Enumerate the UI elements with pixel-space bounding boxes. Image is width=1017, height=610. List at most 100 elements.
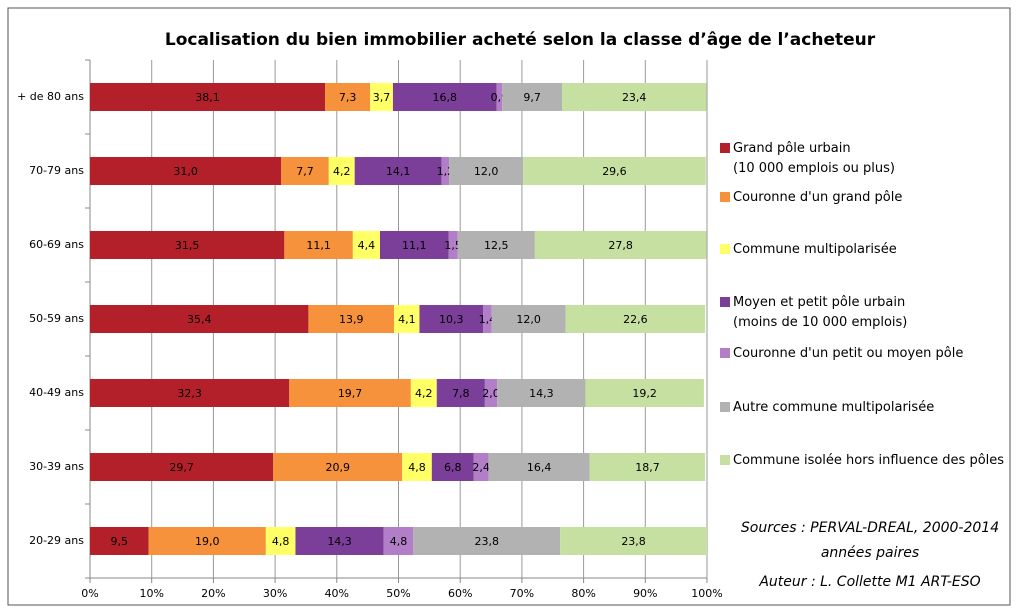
bar-segment <box>562 83 707 111</box>
annotation: années paires <box>821 545 919 561</box>
data-label: 2,0 <box>482 387 500 400</box>
bar-segment <box>534 231 707 259</box>
bar-segment <box>90 305 309 333</box>
y-tick-label: + de 80 ans <box>17 90 84 103</box>
bar-segment <box>281 157 329 185</box>
data-label: 19,0 <box>195 535 220 548</box>
data-label: 29,7 <box>169 461 194 474</box>
bar-segment <box>265 527 296 555</box>
bar-segment <box>328 157 355 185</box>
bar-segment <box>560 527 707 555</box>
data-label: 12,5 <box>484 239 509 252</box>
data-label: 10,3 <box>439 313 464 326</box>
bar-segment <box>90 157 282 185</box>
bar-segment <box>410 379 437 407</box>
bar-segment <box>488 453 590 481</box>
data-label: 4,4 <box>358 239 376 252</box>
bar-segment <box>483 305 492 333</box>
legend-swatch <box>720 455 730 465</box>
x-tick-label: 30% <box>263 587 287 600</box>
data-label: 2,4 <box>472 461 490 474</box>
legend-swatch <box>720 348 730 358</box>
x-tick-label: 90% <box>633 587 657 600</box>
legend-swatch <box>720 143 730 153</box>
bar-segment <box>523 157 706 185</box>
data-label: 22,6 <box>623 313 648 326</box>
legend-label: Commune multipolarisée <box>733 242 897 257</box>
bar-segment <box>273 453 403 481</box>
bar-segment <box>589 453 706 481</box>
bar-segment <box>491 305 566 333</box>
x-tick-label: 80% <box>571 587 595 600</box>
bar-segment <box>289 379 411 407</box>
bar-segment <box>383 527 414 555</box>
bar-segment <box>354 157 442 185</box>
y-tick-label: 50-59 ans <box>29 312 84 325</box>
legend-label-line: Moyen et petit pôle urbain <box>733 295 905 310</box>
legend-label-line: Grand pôle urbain <box>733 141 851 156</box>
x-tick-label: 40% <box>325 587 349 600</box>
legend-label: Commune isolée hors influence des pôles <box>733 453 1004 468</box>
legend-swatch <box>720 244 730 254</box>
data-label: 4,2 <box>333 165 351 178</box>
bar-segment <box>449 157 524 185</box>
annotation: Auteur : L. Collette M1 ART-ESO <box>758 574 980 590</box>
data-label: 12,0 <box>474 165 499 178</box>
bar-segment <box>90 379 290 407</box>
data-label: 23,4 <box>622 91 647 104</box>
bar-segment <box>457 231 535 259</box>
legend-label-line: Autre commune multipolarisée <box>733 400 934 415</box>
bar-segment <box>402 453 432 481</box>
legend-swatch <box>720 402 730 412</box>
bar-segment <box>496 83 503 111</box>
data-label: 19,2 <box>632 387 657 400</box>
bar-segment <box>419 305 484 333</box>
bar-segment <box>325 83 371 111</box>
data-label: 20,9 <box>325 461 350 474</box>
bar-segment <box>473 453 489 481</box>
legend-label-line: Commune isolée hors influence des pôles <box>733 453 1004 468</box>
data-label: 13,9 <box>339 313 364 326</box>
bar-segment <box>502 83 563 111</box>
legend-label-line: (moins de 10 000 emplois) <box>733 315 907 330</box>
legend-label: Autre commune multipolarisée <box>733 400 934 415</box>
data-label: 7,8 <box>452 387 470 400</box>
bar-segment <box>484 379 498 407</box>
bar-segment <box>413 527 561 555</box>
data-label: 23,8 <box>621 535 646 548</box>
data-label: 19,7 <box>338 387 363 400</box>
legend-label-line: (10 000 emplois ou plus) <box>733 161 895 176</box>
y-tick-label: 60-69 ans <box>29 238 84 251</box>
data-label: 1,5 <box>444 239 462 252</box>
data-label: 14,3 <box>529 387 554 400</box>
data-label: 14,1 <box>386 165 411 178</box>
data-label: 16,4 <box>527 461 552 474</box>
bar-segment <box>448 231 458 259</box>
data-label: 11,1 <box>402 239 427 252</box>
bar-segment <box>90 83 326 111</box>
x-tick-label: 0% <box>81 587 98 600</box>
data-label: 32,3 <box>177 387 202 400</box>
data-label: 4,8 <box>390 535 408 548</box>
x-tick-label: 20% <box>201 587 225 600</box>
data-label: 23,8 <box>474 535 499 548</box>
data-label: 29,6 <box>602 165 627 178</box>
bar-segment <box>431 453 474 481</box>
legend-label: Moyen et petit pôle urbain (moins de 10 0… <box>733 295 907 330</box>
x-tick-label: 50% <box>386 587 410 600</box>
legend-label: Couronne d'un grand pôle <box>733 190 902 205</box>
data-label: 9,7 <box>523 91 541 104</box>
data-label: 7,7 <box>296 165 314 178</box>
legend-swatch <box>720 297 730 307</box>
y-tick-label: 20-29 ans <box>29 534 84 547</box>
bar-segment <box>585 379 704 407</box>
legend-label-line: Couronne d'un grand pôle <box>733 190 902 205</box>
bar-segment <box>379 231 449 259</box>
data-label: 4,8 <box>408 461 426 474</box>
legend-label: Grand pôle urbain (10 000 emplois ou plus… <box>733 141 895 176</box>
bar-segment <box>394 305 420 333</box>
bar-segment <box>295 527 384 555</box>
y-tick-label: 30-39 ans <box>29 460 84 473</box>
data-label: 35,4 <box>187 313 212 326</box>
